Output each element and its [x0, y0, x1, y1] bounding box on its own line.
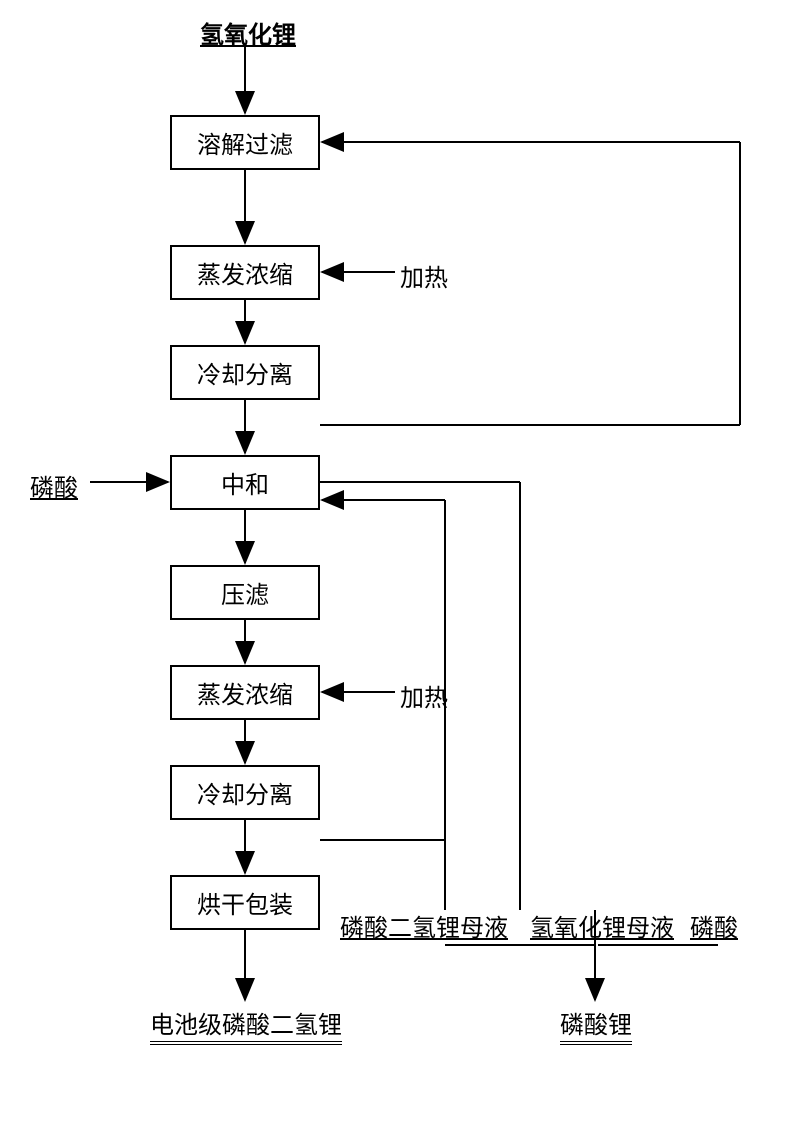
step-label: 冷却分离 — [197, 355, 293, 390]
output-2: 磷酸锂 — [560, 1005, 632, 1040]
input-heat-1: 加热 — [400, 258, 448, 293]
step-label: 溶解过滤 — [197, 125, 293, 160]
step-press-filter: 压滤 — [170, 565, 320, 620]
step-label: 烘干包装 — [197, 885, 293, 920]
recycle-label-3: 磷酸 — [690, 908, 738, 943]
step-dissolve-filter: 溶解过滤 — [170, 115, 320, 170]
input-top: 氢氧化锂 — [200, 15, 296, 50]
flow-arrows — [0, 0, 800, 1124]
step-label: 压滤 — [221, 575, 269, 610]
output-1: 电池级磷酸二氢锂 — [150, 1005, 342, 1040]
step-label: 中和 — [221, 465, 269, 500]
output-1-text: 电池级磷酸二氢锂 — [150, 1013, 342, 1045]
step-label: 蒸发浓缩 — [197, 255, 293, 290]
input-heat-2: 加热 — [400, 678, 448, 713]
input-phosphoric-acid: 磷酸 — [30, 468, 78, 503]
step-cool-separate-2: 冷却分离 — [170, 765, 320, 820]
step-neutralize: 中和 — [170, 455, 320, 510]
step-cool-separate-1: 冷却分离 — [170, 345, 320, 400]
recycle-label-1: 磷酸二氢锂母液 — [340, 908, 508, 943]
output-2-text: 磷酸锂 — [560, 1013, 632, 1045]
step-evaporate-2: 蒸发浓缩 — [170, 665, 320, 720]
step-label: 蒸发浓缩 — [197, 675, 293, 710]
recycle-label-2: 氢氧化锂母液 — [530, 908, 674, 943]
step-label: 冷却分离 — [197, 775, 293, 810]
step-dry-pack: 烘干包装 — [170, 875, 320, 930]
step-evaporate-1: 蒸发浓缩 — [170, 245, 320, 300]
